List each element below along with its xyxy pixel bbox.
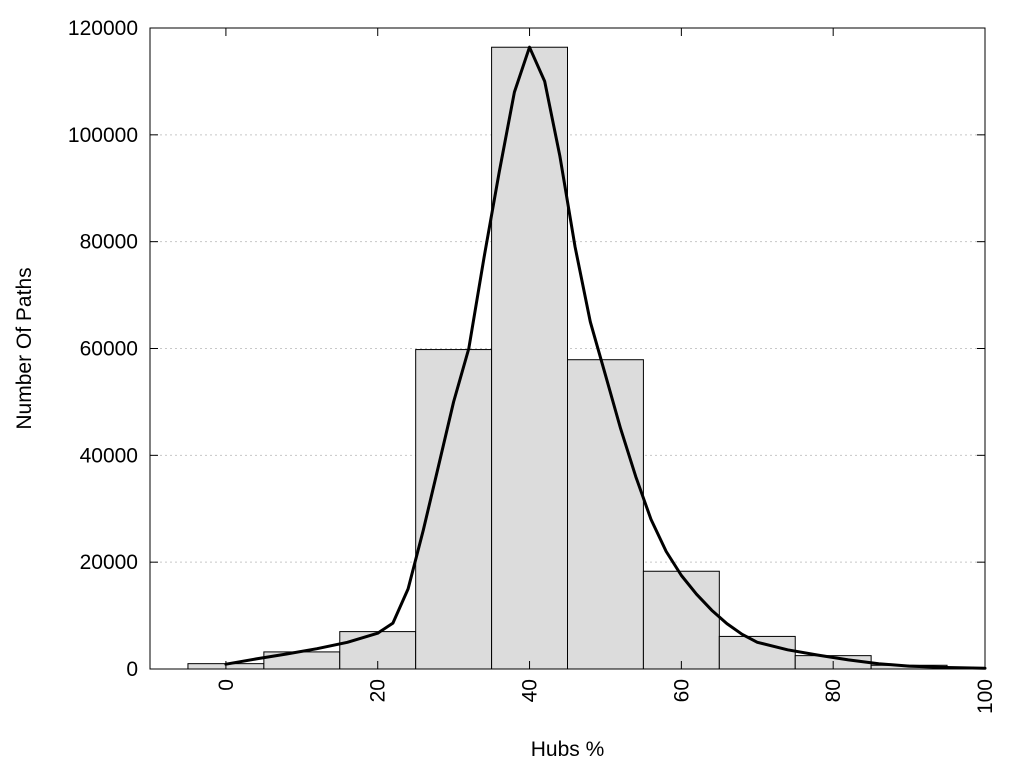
x-axis-title: Hubs % bbox=[531, 738, 605, 761]
x-tick-label: 80 bbox=[822, 679, 845, 702]
y-tick-label: 120000 bbox=[68, 17, 138, 40]
bars-layer bbox=[187, 46, 986, 670]
y-tick-label: 0 bbox=[126, 658, 138, 681]
y-tick-label: 80000 bbox=[80, 231, 138, 254]
y-axis: 0 20000 40000 60000 80000 100000 120000 bbox=[68, 17, 985, 681]
x-tick-label: 40 bbox=[519, 679, 542, 702]
density-curve bbox=[224, 45, 987, 670]
x-tick-label: 0 bbox=[215, 679, 238, 691]
x-tick-label: 20 bbox=[367, 679, 390, 702]
x-tick-label: 60 bbox=[670, 679, 693, 702]
y-tick-label: 60000 bbox=[80, 338, 138, 361]
histogram-bar bbox=[642, 570, 720, 670]
y-axis-title: Number Of Paths bbox=[13, 267, 36, 429]
y-tick-label: 20000 bbox=[80, 551, 138, 574]
x-axis: 0 20 40 60 80 100 bbox=[215, 28, 997, 714]
y-tick-label: 40000 bbox=[80, 444, 138, 467]
y-tick-label: 100000 bbox=[68, 124, 138, 147]
grid-layer bbox=[150, 134, 985, 563]
x-tick-label: 100 bbox=[974, 679, 997, 714]
histogram-bar bbox=[567, 359, 644, 670]
curve-layer bbox=[224, 45, 987, 670]
